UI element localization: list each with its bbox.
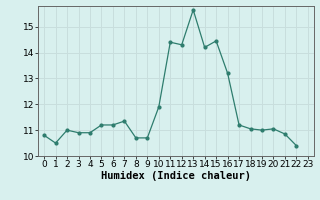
X-axis label: Humidex (Indice chaleur): Humidex (Indice chaleur) bbox=[101, 171, 251, 181]
